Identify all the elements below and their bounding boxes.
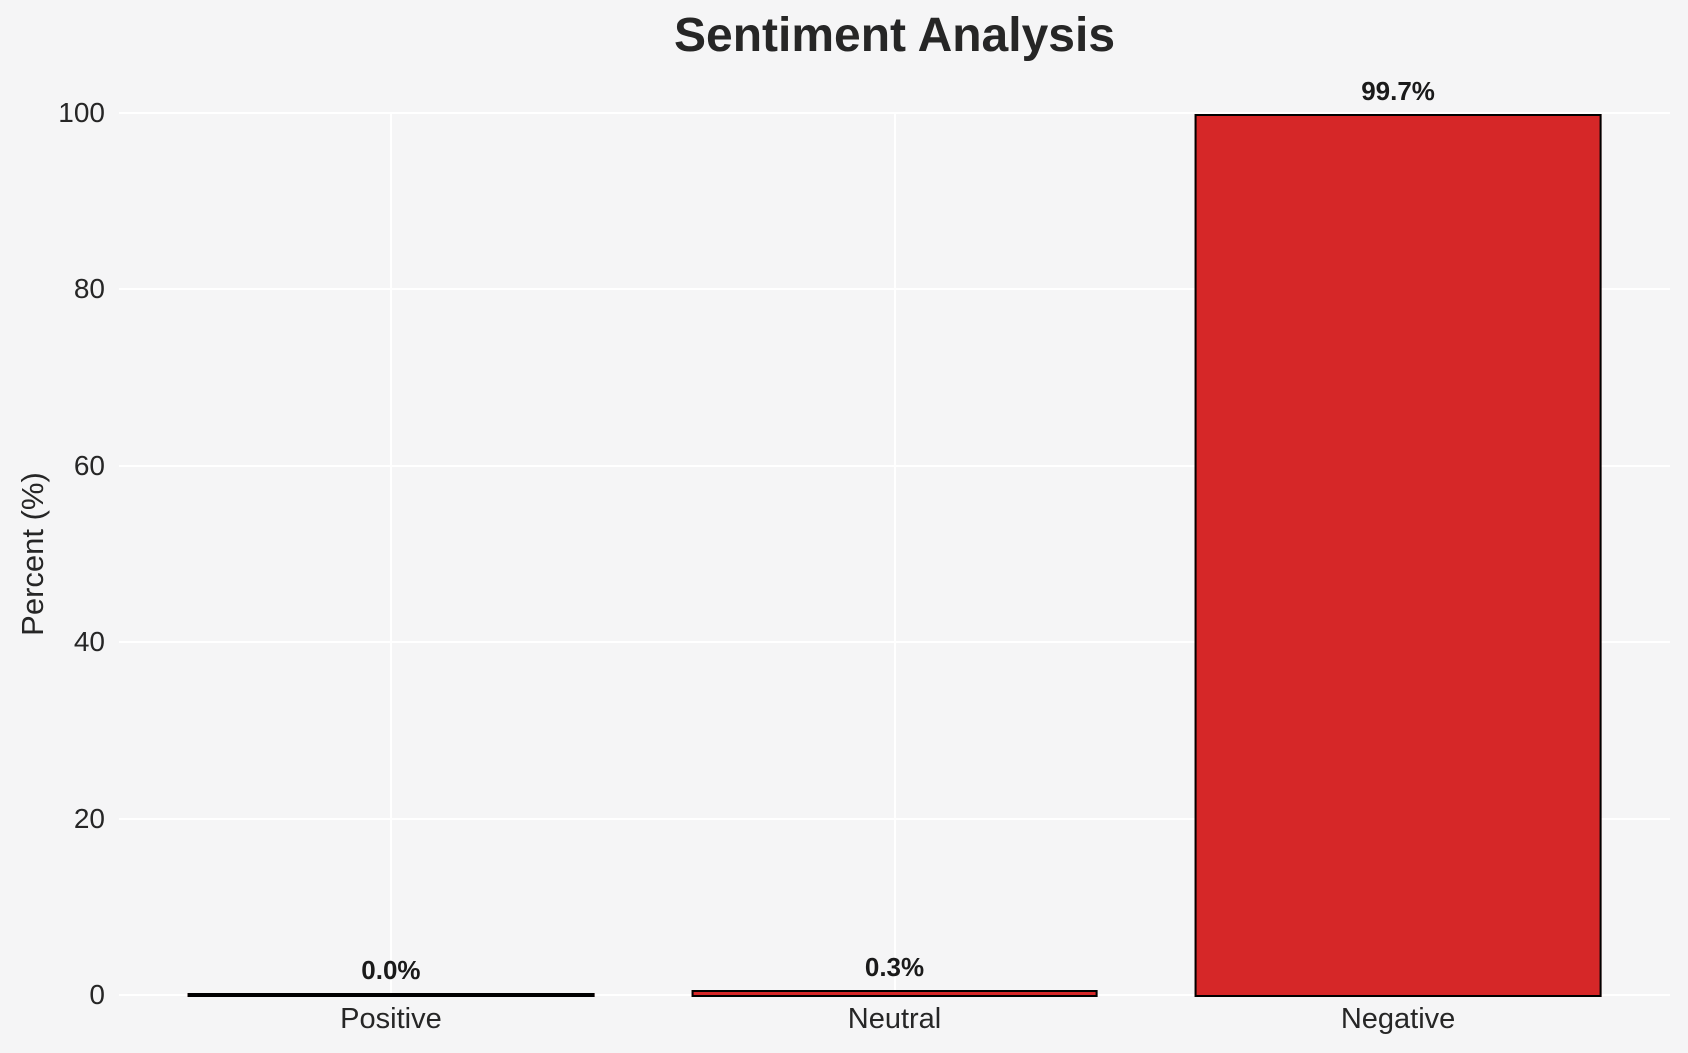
value-label-positive: 0.0% <box>361 955 421 985</box>
category-label-neutral: Neutral <box>847 1003 942 1035</box>
x-gridline <box>893 113 896 995</box>
y-tick-label: 40 <box>73 626 105 658</box>
plot-area: 0 20 40 60 80 100 0.0% Positive 0.3% Neutral 99.7%… <box>58 78 1670 1034</box>
y-axis-label: Percent (%) <box>15 472 50 636</box>
y-tick-label: 20 <box>73 802 105 834</box>
bar-negative <box>1194 113 1602 997</box>
bar-positive <box>187 993 595 997</box>
y-tick-label: 0 <box>89 979 105 1010</box>
x-gridline <box>389 113 392 995</box>
y-tick-label: 60 <box>73 449 105 481</box>
category-label-positive: Positive <box>340 1003 442 1035</box>
bar-neutral <box>691 990 1098 997</box>
value-label-negative: 99.7% <box>1361 75 1435 106</box>
y-tick-label: 80 <box>73 273 105 305</box>
value-label-neutral: 0.3% <box>864 952 925 983</box>
category-label-negative: Negative <box>1340 1003 1456 1035</box>
chart-title: Sentiment Analysis <box>673 9 1116 62</box>
y-tick-label: 100 <box>58 97 105 128</box>
